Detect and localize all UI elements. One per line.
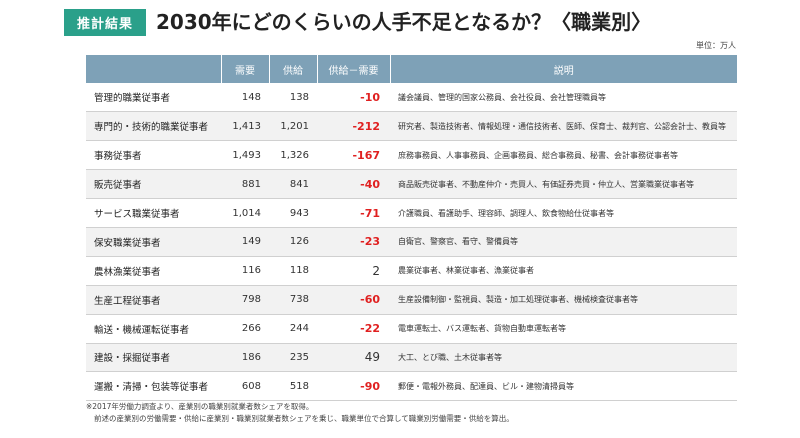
description-cell: 庶務事務員、人事事務員、企画事務員、総合事務員、秘書、会計事務従事者等 <box>390 140 737 171</box>
diff-cell: -60 <box>317 285 390 315</box>
demand-cell: 186 <box>221 343 269 373</box>
table-row: 建設・採掘従事者 186 235 49 大工、とび職、土木従事者等 <box>86 343 737 373</box>
demand-cell: 881 <box>221 169 269 200</box>
description-cell: 電車運転士、バス運転者、貨物自動車運転者等 <box>390 314 737 344</box>
supply-cell: 244 <box>269 314 317 344</box>
description-cell: 研究者、製造技術者、情報処理・通信技術者、医師、保育士、裁判官、公認会計士、教員… <box>390 111 737 142</box>
category-cell: 運搬・清掃・包装等従事者 <box>86 371 221 402</box>
supply-cell: 841 <box>269 169 317 200</box>
supply-cell: 1,326 <box>269 140 317 171</box>
supply-cell: 138 <box>269 83 317 113</box>
supply-cell: 738 <box>269 285 317 315</box>
supply-cell: 518 <box>269 371 317 402</box>
supply-cell: 943 <box>269 198 317 228</box>
description-cell: 自衛官、警察官、看守、警備員等 <box>390 227 737 257</box>
category-cell: 専門的・技術的職業従事者 <box>86 111 221 142</box>
category-cell: 保安職業従事者 <box>86 227 221 257</box>
diff-cell: 2 <box>317 256 390 286</box>
occupation-table: 需要 供給 供給－需要 説明 管理的職業従事者 148 138 -10 議会議員、管理的… <box>86 55 737 402</box>
table-row: 保安職業従事者 149 126 -23 自衛官、警察官、看守、警備員等 <box>86 227 737 257</box>
category-cell: 事務従事者 <box>86 140 221 171</box>
demand-cell: 1,413 <box>221 111 269 142</box>
demand-cell: 149 <box>221 227 269 257</box>
header-supply: 供給 <box>269 55 318 83</box>
description-cell: 介護職員、看護助手、理容師、調理人、飲食物給仕従事者等 <box>390 198 737 228</box>
footnotes: ※2017年労働力調査より、産業別の職業別就業者数シェアを取得。 前述の産業別の… <box>86 401 514 425</box>
header-diff: 供給－需要 <box>317 55 391 83</box>
description-cell: 生産設備制御・監視員、製造・加工処理従事者、機械検査従事者等 <box>390 285 737 315</box>
demand-cell: 798 <box>221 285 269 315</box>
table-header-row: 需要 供給 供給－需要 説明 <box>86 55 737 83</box>
supply-cell: 235 <box>269 343 317 373</box>
category-cell: 輸送・機械運転従事者 <box>86 314 221 344</box>
diff-cell: -22 <box>317 314 390 344</box>
table-row: 販売従事者 881 841 -40 商品販売従事者、不動産仲介・売買人、有価証券売買・仲… <box>86 169 737 200</box>
diff-cell: -71 <box>317 198 390 228</box>
description-cell: 郵便・電報外務員、配達員、ビル・建物清掃員等 <box>390 371 737 402</box>
description-cell: 農業従事者、林業従事者、漁業従事者 <box>390 256 737 286</box>
unit-label: 単位：万人 <box>696 41 736 50</box>
diff-cell: 49 <box>317 343 390 373</box>
category-cell: 販売従事者 <box>86 169 221 200</box>
supply-cell: 126 <box>269 227 317 257</box>
demand-cell: 148 <box>221 83 269 113</box>
table-row: 専門的・技術的職業従事者 1,413 1,201 -212 研究者、製造技術者、情報処理… <box>86 111 737 142</box>
header-description: 説明 <box>390 55 737 83</box>
page-title: 2030年にどのくらいの人手不足となるか？〈職業別〉 <box>156 10 652 34</box>
demand-cell: 608 <box>221 371 269 402</box>
table-row: サービス職業従事者 1,014 943 -71 介護職員、看護助手、理容師、調理人、飲食… <box>86 198 737 228</box>
diff-cell: -10 <box>317 83 390 113</box>
result-badge: 推計結果 <box>64 9 146 36</box>
description-cell: 大工、とび職、土木従事者等 <box>390 343 737 373</box>
table-row: 運搬・清掃・包装等従事者 608 518 -90 郵便・電報外務員、配達員、ビル・建物清… <box>86 371 737 402</box>
category-cell: サービス職業従事者 <box>86 198 221 228</box>
category-cell: 管理的職業従事者 <box>86 83 221 113</box>
demand-cell: 1,014 <box>221 198 269 228</box>
supply-cell: 118 <box>269 256 317 286</box>
table-row: 事務従事者 1,493 1,326 -167 庶務事務員、人事事務員、企画事務員、総合事… <box>86 140 737 171</box>
category-cell: 農林漁業従事者 <box>86 256 221 286</box>
footnote-2: 前述の産業別の労働需要・供給に産業別・職業別就業者数シェアを乗じ、職業単位で合算… <box>94 414 514 423</box>
demand-cell: 1,493 <box>221 140 269 171</box>
table-row: 生産工程従事者 798 738 -60 生産設備制御・監視員、製造・加工処理従事者、機械… <box>86 285 737 315</box>
category-cell: 建設・採掘従事者 <box>86 343 221 373</box>
header-category <box>86 55 222 83</box>
table-row: 農林漁業従事者 116 118 2 農業従事者、林業従事者、漁業従事者 <box>86 256 737 286</box>
diff-cell: -40 <box>317 169 390 200</box>
description-cell: 商品販売従事者、不動産仲介・売買人、有価証券売買・仲立人、営業職業従事者等 <box>390 169 737 200</box>
diff-cell: -167 <box>317 140 390 171</box>
table-row: 管理的職業従事者 148 138 -10 議会議員、管理的国家公務員、会社役員、会社管理… <box>86 83 737 113</box>
demand-cell: 116 <box>221 256 269 286</box>
supply-cell: 1,201 <box>269 111 317 142</box>
demand-cell: 266 <box>221 314 269 344</box>
table-row: 輸送・機械運転従事者 266 244 -22 電車運転士、バス運転者、貨物自動車運転者等 <box>86 314 737 344</box>
header-demand: 需要 <box>221 55 270 83</box>
diff-cell: -23 <box>317 227 390 257</box>
category-cell: 生産工程従事者 <box>86 285 221 315</box>
diff-cell: -90 <box>317 371 390 402</box>
diff-cell: -212 <box>317 111 390 142</box>
description-cell: 議会議員、管理的国家公務員、会社役員、会社管理職員等 <box>390 83 737 113</box>
footnote-1: ※2017年労働力調査より、産業別の職業別就業者数シェアを取得。 <box>86 402 314 411</box>
